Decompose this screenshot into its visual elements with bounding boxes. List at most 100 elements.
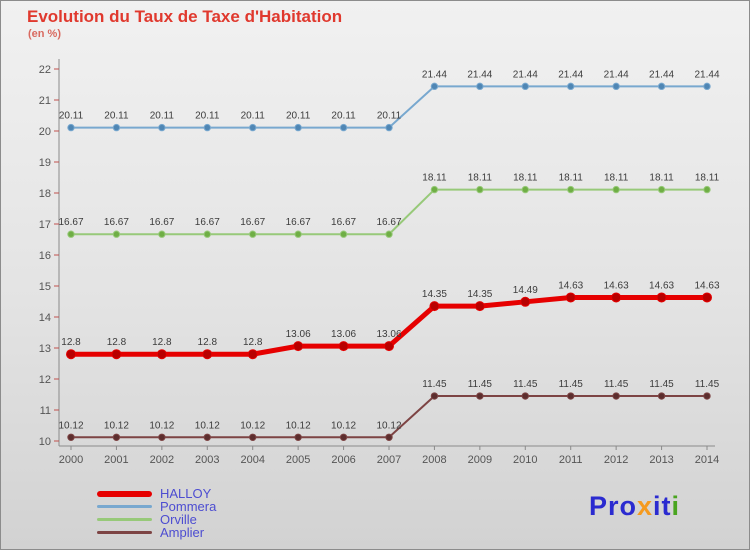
svg-text:14.63: 14.63 [694,280,719,291]
svg-text:14.49: 14.49 [513,285,538,296]
svg-text:10.12: 10.12 [376,420,401,431]
svg-text:11.45: 11.45 [468,379,493,390]
svg-text:18.11: 18.11 [422,173,447,184]
legend-label-pommera: Pommera [160,499,217,514]
svg-text:2011: 2011 [559,454,583,466]
svg-text:20.11: 20.11 [104,111,129,122]
svg-text:21.44: 21.44 [467,69,492,80]
svg-text:10.12: 10.12 [331,420,356,431]
legend-item-amplier: Amplier [97,526,216,539]
legend-label-amplier: Amplier [160,525,205,540]
svg-text:10: 10 [39,436,51,448]
svg-text:13.06: 13.06 [376,329,401,340]
svg-text:16.67: 16.67 [376,217,401,228]
svg-text:14.35: 14.35 [467,289,492,300]
svg-text:10.12: 10.12 [104,420,129,431]
svg-text:10.12: 10.12 [240,420,265,431]
svg-text:10.12: 10.12 [58,420,83,431]
svg-text:21.44: 21.44 [604,69,629,80]
svg-text:2003: 2003 [195,454,219,466]
svg-text:2002: 2002 [150,454,174,466]
svg-text:14.63: 14.63 [558,280,583,291]
legend-label-orville: Orville [160,512,197,527]
svg-text:12.8: 12.8 [243,337,263,348]
svg-text:14: 14 [39,312,51,324]
logo-part-pro: Pro [589,491,638,521]
svg-text:13: 13 [39,343,51,355]
svg-text:2014: 2014 [695,454,719,466]
svg-text:18.11: 18.11 [468,173,493,184]
logo-part-it: it [653,491,672,521]
svg-text:12.8: 12.8 [107,337,127,348]
svg-text:2000: 2000 [59,454,83,466]
legend-item-halloy: HALLOY [97,487,216,500]
svg-text:12.8: 12.8 [198,337,218,348]
svg-text:11.45: 11.45 [422,379,447,390]
svg-text:15: 15 [39,281,51,293]
svg-text:20.11: 20.11 [377,111,402,122]
legend: HALLOY Pommera Orville Amplier [97,487,216,539]
svg-text:21.44: 21.44 [558,69,583,80]
svg-text:16.67: 16.67 [149,217,174,228]
svg-text:2006: 2006 [331,454,355,466]
svg-text:2010: 2010 [513,454,537,466]
logo-part-x: x [637,491,654,521]
svg-text:13.06: 13.06 [286,329,311,340]
svg-text:2005: 2005 [286,454,310,466]
proxiti-logo: Proxiti [589,491,680,522]
legend-swatch-pommera [97,505,152,508]
svg-text:16.67: 16.67 [331,217,356,228]
svg-text:21: 21 [39,95,51,107]
svg-text:14.63: 14.63 [649,280,674,291]
svg-text:2007: 2007 [377,454,401,466]
svg-text:16: 16 [39,250,51,262]
svg-text:14.35: 14.35 [422,289,447,300]
svg-text:18.11: 18.11 [695,173,720,184]
svg-text:17: 17 [39,219,51,231]
legend-swatch-orville [97,518,152,521]
svg-text:11: 11 [40,405,51,417]
svg-text:13.06: 13.06 [331,329,356,340]
svg-text:2004: 2004 [240,454,264,466]
svg-text:21.44: 21.44 [649,69,674,80]
svg-text:19: 19 [39,157,51,169]
svg-text:18.11: 18.11 [649,173,674,184]
svg-text:20.11: 20.11 [59,111,84,122]
svg-text:20.11: 20.11 [150,111,175,122]
svg-text:11.45: 11.45 [604,379,629,390]
logo-part-i: i [671,491,681,521]
svg-text:11.45: 11.45 [559,379,584,390]
legend-item-orville: Orville [97,513,216,526]
svg-text:18.11: 18.11 [604,173,629,184]
svg-text:20.11: 20.11 [195,111,220,122]
svg-text:21.44: 21.44 [694,69,719,80]
svg-text:2008: 2008 [422,454,446,466]
legend-swatch-halloy [97,490,152,497]
legend-swatch-amplier [97,531,152,534]
svg-text:2012: 2012 [604,454,628,466]
svg-text:12.8: 12.8 [61,337,81,348]
svg-text:11.45: 11.45 [695,379,720,390]
svg-text:11.45: 11.45 [513,379,538,390]
svg-text:12: 12 [39,374,51,386]
svg-text:20: 20 [39,126,51,138]
svg-text:10.12: 10.12 [195,420,220,431]
svg-text:20.11: 20.11 [331,111,356,122]
svg-text:10.12: 10.12 [286,420,311,431]
svg-text:16.67: 16.67 [240,217,265,228]
svg-text:21.44: 21.44 [513,69,538,80]
svg-text:12.8: 12.8 [152,337,172,348]
svg-text:22: 22 [39,64,51,76]
legend-label-halloy: HALLOY [160,486,212,501]
svg-text:18.11: 18.11 [513,173,538,184]
svg-text:21.44: 21.44 [422,69,447,80]
svg-text:18.11: 18.11 [559,173,584,184]
svg-text:18: 18 [39,188,51,200]
legend-item-pommera: Pommera [97,500,216,513]
svg-text:2001: 2001 [104,454,128,466]
svg-text:20.11: 20.11 [286,111,311,122]
svg-text:11.45: 11.45 [649,379,674,390]
svg-text:20.11: 20.11 [241,111,266,122]
chart-subtitle: (en %) [28,28,61,40]
line-chart: 10 11 12 13 14 15 16 17 18 19 20 21 22 2000 2001 2002 20… [39,59,720,466]
